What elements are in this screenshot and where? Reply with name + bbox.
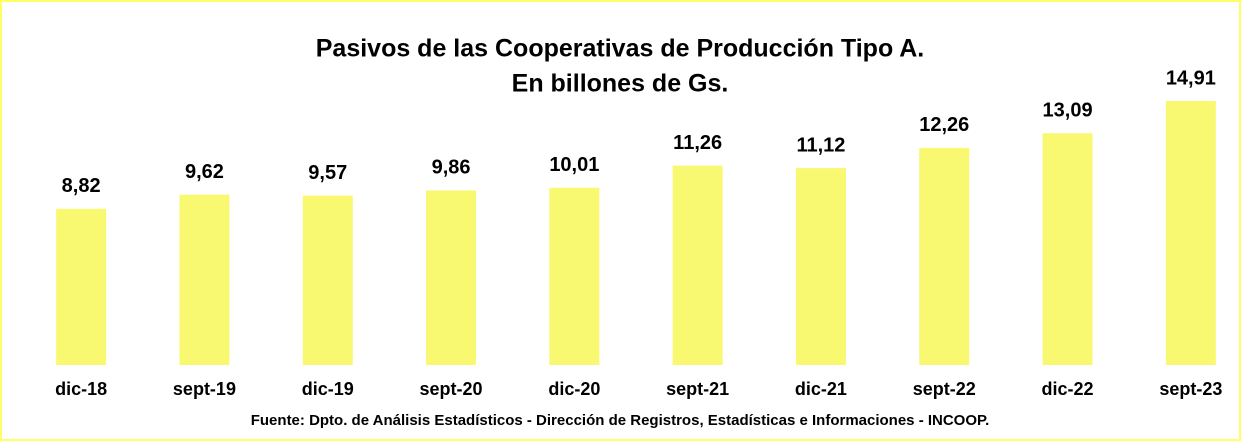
value-label: 9,62 bbox=[185, 161, 224, 183]
x-tick-label: sept-21 bbox=[666, 379, 729, 399]
value-label: 11,26 bbox=[673, 132, 722, 154]
bar bbox=[426, 190, 477, 365]
x-tick-label: dic-20 bbox=[548, 379, 600, 399]
bar bbox=[1165, 101, 1216, 365]
bar bbox=[795, 168, 846, 365]
x-tick-label: sept-19 bbox=[173, 379, 236, 399]
source-note: Fuente: Dpto. de Análisis Estadísticos -… bbox=[251, 412, 990, 429]
value-label: 8,82 bbox=[62, 175, 101, 197]
bar bbox=[302, 195, 353, 365]
bar bbox=[549, 187, 600, 365]
x-tick-label: sept-22 bbox=[913, 379, 976, 399]
bar bbox=[1042, 133, 1093, 365]
bar bbox=[179, 194, 230, 365]
value-label: 9,86 bbox=[432, 157, 471, 179]
x-tick-label: dic-19 bbox=[302, 379, 354, 399]
bar bbox=[56, 208, 107, 365]
chart-title: Pasivos de las Cooperativas de Producció… bbox=[316, 35, 925, 63]
chart-subtitle: En billones de Gs. bbox=[512, 70, 729, 98]
x-tick-label: dic-22 bbox=[1042, 379, 1094, 399]
bar bbox=[919, 147, 970, 365]
value-label: 13,09 bbox=[1043, 100, 1093, 122]
bar bbox=[672, 165, 723, 365]
value-label: 9,57 bbox=[308, 162, 347, 184]
x-tick-label: dic-21 bbox=[795, 379, 847, 399]
x-tick-label: sept-23 bbox=[1159, 379, 1222, 399]
value-label: 11,12 bbox=[796, 134, 845, 156]
x-tick-label: sept-20 bbox=[420, 379, 483, 399]
value-label: 14,91 bbox=[1166, 67, 1216, 89]
x-tick-label: dic-18 bbox=[55, 379, 107, 399]
value-label: 10,01 bbox=[549, 154, 599, 176]
value-label: 12,26 bbox=[919, 114, 969, 136]
